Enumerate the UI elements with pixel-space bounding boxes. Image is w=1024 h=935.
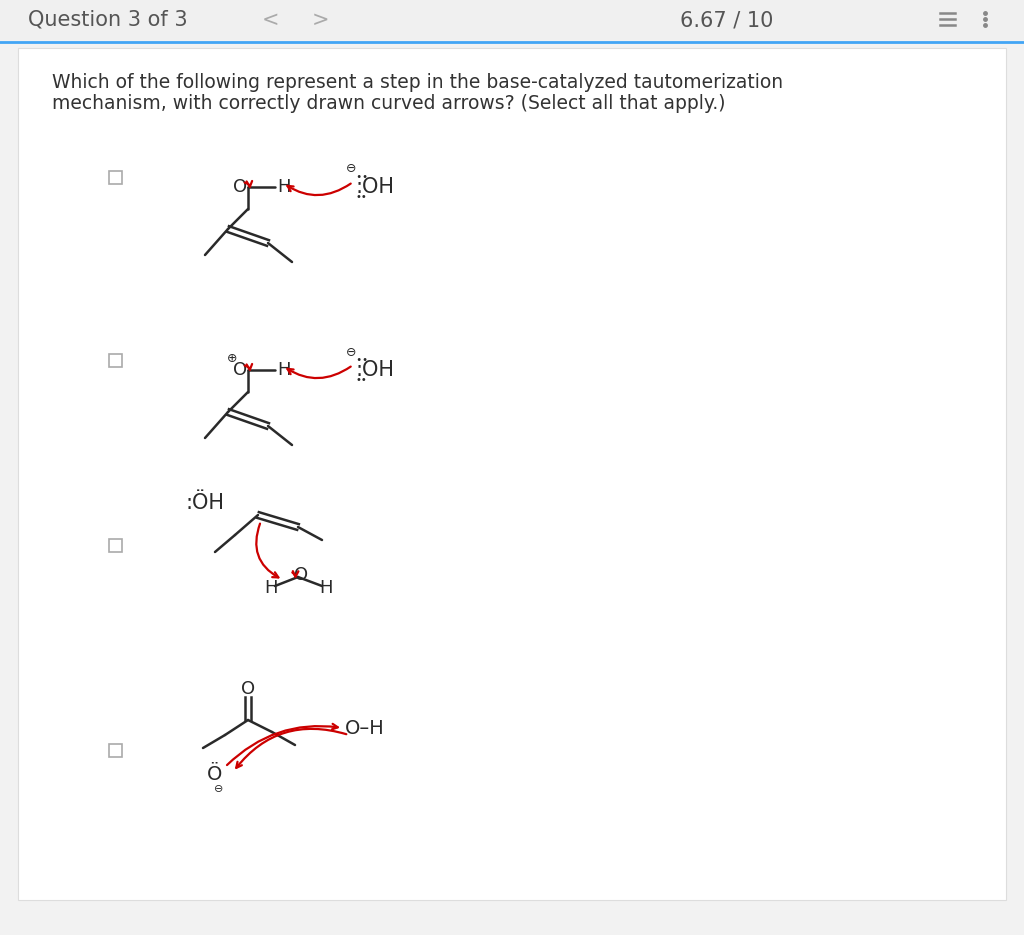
Text: 6.67 / 10: 6.67 / 10 bbox=[680, 10, 773, 30]
Text: :OH: :OH bbox=[355, 360, 394, 380]
Text: ••: •• bbox=[350, 172, 368, 182]
Text: O: O bbox=[294, 566, 308, 584]
Text: $\ominus$: $\ominus$ bbox=[213, 783, 223, 794]
Text: ••: •• bbox=[350, 355, 368, 365]
Text: O–H: O–H bbox=[345, 718, 385, 738]
Text: H: H bbox=[278, 361, 291, 379]
Text: O: O bbox=[232, 178, 247, 196]
Text: $\ominus$: $\ominus$ bbox=[345, 163, 356, 176]
Text: Which of the following represent a step in the base-catalyzed tautomerization: Which of the following represent a step … bbox=[52, 73, 783, 92]
Text: H: H bbox=[319, 579, 333, 597]
Text: H: H bbox=[278, 178, 291, 196]
Text: $\oplus$: $\oplus$ bbox=[226, 352, 238, 365]
Text: H: H bbox=[264, 579, 278, 597]
Text: $\ominus$: $\ominus$ bbox=[345, 346, 356, 358]
Text: >: > bbox=[311, 10, 329, 30]
Text: ••: •• bbox=[355, 375, 367, 385]
Text: :OH: :OH bbox=[355, 177, 394, 197]
FancyBboxPatch shape bbox=[109, 539, 122, 552]
Text: Question 3 of 3: Question 3 of 3 bbox=[28, 10, 187, 30]
Text: mechanism, with correctly drawn curved arrows? (Select all that apply.): mechanism, with correctly drawn curved a… bbox=[52, 94, 725, 113]
Bar bbox=[0, 0, 1024, 40]
Text: <: < bbox=[261, 10, 279, 30]
Text: Ö: Ö bbox=[207, 766, 222, 784]
Text: O: O bbox=[232, 361, 247, 379]
FancyBboxPatch shape bbox=[109, 743, 122, 756]
Text: ••: •• bbox=[355, 192, 367, 202]
Text: O: O bbox=[241, 680, 255, 698]
FancyBboxPatch shape bbox=[109, 170, 122, 183]
FancyBboxPatch shape bbox=[109, 353, 122, 367]
Text: :ÖH: :ÖH bbox=[185, 493, 224, 513]
